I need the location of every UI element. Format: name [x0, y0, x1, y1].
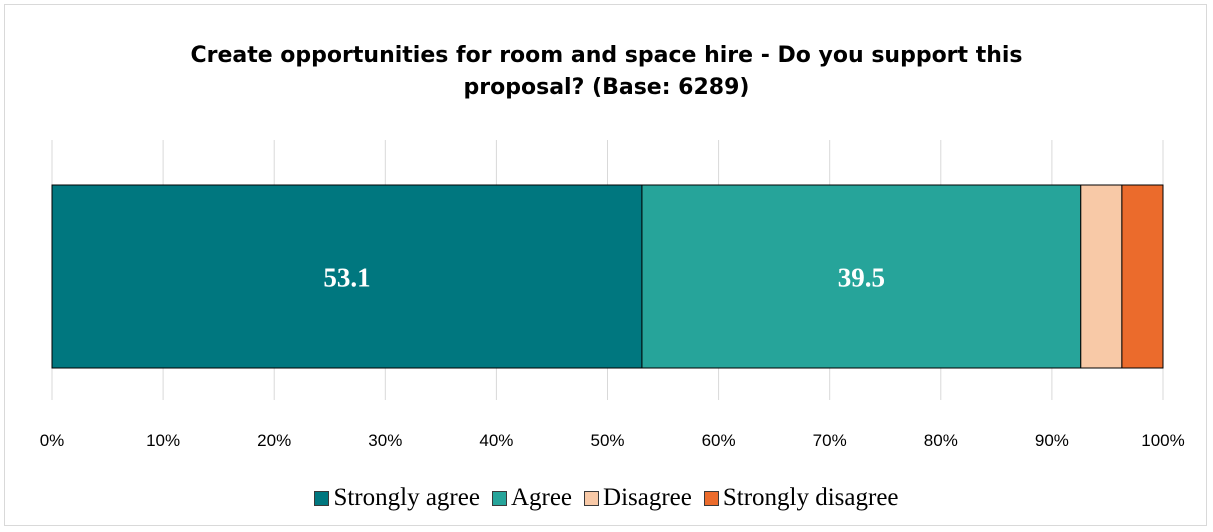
bar-labels: 53.1 39.5	[323, 263, 885, 293]
legend-label: Strongly disagree	[722, 484, 899, 511]
bar-segment-agree	[641, 184, 1082, 369]
bar-segment-disagree	[1080, 184, 1123, 369]
chart-title: Create opportunities for room and space …	[0, 40, 1213, 104]
legend-swatch	[584, 490, 600, 506]
legend-swatch	[703, 490, 719, 506]
bars	[51, 184, 1164, 369]
legend-item-disagree: Disagree	[584, 484, 692, 512]
x-tick-label: 40%	[479, 431, 513, 450]
legend-label: Agree	[510, 484, 573, 511]
legend-swatch	[491, 490, 507, 506]
x-tick-label: 50%	[590, 431, 624, 450]
data-label-agree: 39.5	[838, 263, 885, 293]
legend-item-agree: Agree	[491, 484, 573, 512]
bar-segment-strongly-disagree	[1121, 184, 1164, 369]
x-tick-label: 0%	[40, 431, 65, 450]
x-axis-tick-labels: 0% 10% 20% 30% 40% 50% 60% 70% 80% 90% 100%	[40, 431, 1185, 450]
legend: Strongly agree Agree Disagree Strongly disa…	[0, 480, 1213, 516]
x-tick-label: 20%	[257, 431, 291, 450]
legend-label: Disagree	[603, 484, 692, 511]
bar-segment-strongly-agree	[51, 184, 643, 369]
x-tick-label: 60%	[702, 431, 736, 450]
legend-item-strongly-agree: Strongly agree	[314, 484, 480, 512]
x-tick-label: 10%	[146, 431, 180, 450]
legend-swatch	[314, 490, 330, 506]
chart-title-line-1: Create opportunities for room and space …	[190, 43, 1023, 68]
x-tick-label: 80%	[924, 431, 958, 450]
x-tick-label: 30%	[368, 431, 402, 450]
chart-title-line-2: proposal? (Base: 6289)	[463, 75, 750, 100]
x-tick-label: 90%	[1035, 431, 1069, 450]
legend-item-strongly-disagree: Strongly disagree	[703, 484, 899, 512]
x-tick-label: 70%	[813, 431, 847, 450]
legend-label: Strongly agree	[333, 484, 480, 511]
x-tick-label: 100%	[1141, 431, 1184, 450]
data-label-strongly-agree: 53.1	[323, 263, 370, 293]
